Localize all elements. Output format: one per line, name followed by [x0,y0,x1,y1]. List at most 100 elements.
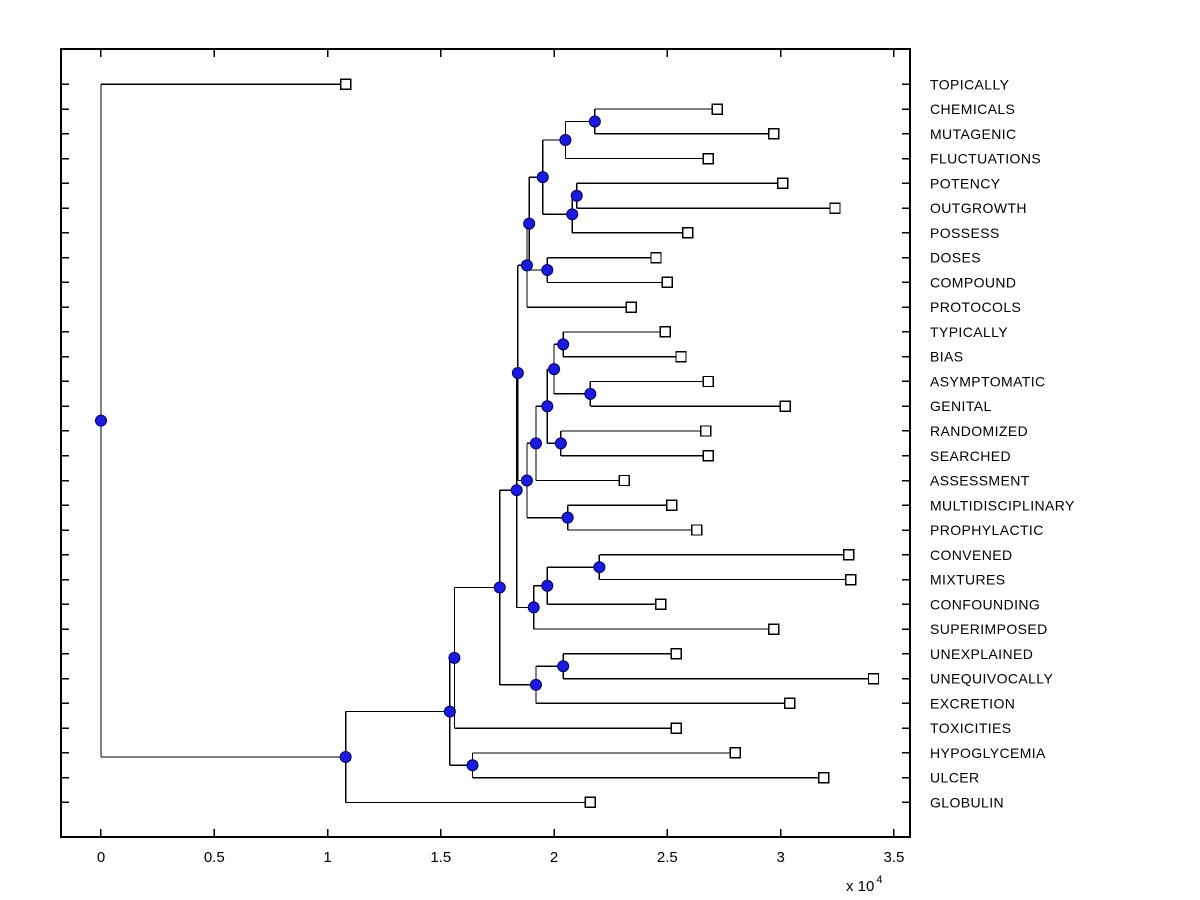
leaf-label: TYPICALLY [930,324,1008,340]
branch-node-marker [94,414,107,427]
branch-node-marker [554,437,567,450]
plot-box [60,48,911,838]
leaf-marker [729,747,742,759]
leaf-label: DOSES [930,250,981,266]
leaf-label: UNEQUIVOCALLY [930,671,1053,687]
leaf-marker [654,598,667,611]
leaf-label: HYPOGLYCEMIA [930,745,1046,761]
branch-node-marker [541,400,554,413]
branch-node-marker [566,208,579,221]
leaf-label: TOPICALLY [930,76,1010,92]
leaf-marker [650,251,662,264]
leaf-label: POSSESS [930,225,1000,241]
branch-node-marker [529,678,542,691]
leaf-marker [675,351,687,363]
branch-node-marker [557,338,570,351]
branch-node-marker [541,579,554,592]
leaf-label: RANDOMIZED [930,423,1028,439]
leaf-marker [842,549,855,561]
leaf-label: COMPOUND [930,274,1016,290]
x-tick-label: 2.5 [657,849,678,866]
leaf-label: EXCRETION [930,695,1015,711]
leaf-label: PROPHYLACTIC [930,522,1044,538]
x-tick-label: 1.5 [430,849,451,866]
leaf-label: OUTGROWTH [930,200,1027,216]
leaf-marker [339,78,352,91]
leaf-marker [768,128,780,140]
leaf-label: CONFOUNDING [930,596,1040,612]
leaf-marker [702,152,714,165]
branch-node-marker [541,264,554,277]
leaf-marker [779,400,791,412]
leaf-label: POTENCY [930,175,1001,191]
branch-node-marker [466,759,479,772]
leaf-marker [670,648,683,660]
leaf-label: MULTIDISCIPLINARY [930,497,1075,513]
leaf-label: BIAS [930,349,964,365]
leaf-marker [584,796,597,809]
leaf-marker [768,623,780,635]
leaf-label: MIXTURES [930,572,1006,588]
leaf-marker [702,450,714,462]
leaf-label: GENITAL [930,398,992,414]
branch-node-marker [588,115,601,128]
leaf-marker [702,375,714,388]
branch-node-marker [520,259,533,272]
leaf-label: CHEMICALS [930,101,1015,117]
leaf-label: GLOBULIN [930,794,1004,810]
x-tick-label: 0 [97,849,105,866]
x-tick-label: 0.5 [204,849,225,866]
axis-multiplier-label: x 10 4 [846,874,882,895]
leaf-label: ULCER [930,770,979,786]
branch-node-marker [523,217,536,230]
x-tick-label: 3 [776,849,784,866]
branch-node-marker [527,601,540,614]
leaf-marker [829,202,841,214]
leaf-label: MUTAGENIC [930,126,1017,142]
branch-node-marker [529,437,542,450]
leaf-label: FLUCTUATIONS [930,151,1041,167]
branch-node-marker [493,581,506,594]
leaf-marker [784,697,796,710]
leaf-marker [711,103,723,115]
branch-node-marker [339,751,352,764]
leaf-marker [625,301,637,313]
leaf-marker [682,227,694,239]
branch-node-marker [511,366,524,379]
leaf-label: CONVENED [930,547,1013,563]
branch-node-marker [561,511,574,524]
branch-node-marker [443,705,456,718]
branch-node-marker [584,387,597,400]
branch-node-marker [559,134,572,147]
leaf-marker [691,524,703,536]
leaf-marker [670,722,683,734]
leaf-marker [845,573,857,586]
branch-node-marker [557,660,570,673]
leaf-label: SEARCHED [930,448,1011,464]
x-tick-label: 1 [323,849,331,866]
leaf-marker [661,276,674,289]
leaf-marker [666,499,678,511]
leaf-label: ASSESSMENT [930,473,1030,489]
leaf-label: PROTOCOLS [930,299,1021,315]
branch-node-marker [536,171,549,184]
branch-node-marker [510,484,523,497]
leaf-marker [700,425,712,437]
leaf-marker [659,326,671,338]
branch-node-marker [593,561,606,574]
branch-node-marker [448,651,461,664]
branch-node-marker [570,189,583,202]
leaf-label: UNEXPLAINED [930,646,1033,662]
leaf-marker [618,474,631,487]
branch-node-marker [548,363,561,376]
leaf-label: TOXICITIES [930,720,1012,736]
x-tick-label: 3.5 [883,849,904,866]
leaf-marker [777,177,789,190]
branch-node-marker [520,474,533,487]
leaf-marker [817,771,830,784]
leaf-label: ASYMPTOMATIC [930,373,1046,389]
x-tick-label: 2 [550,849,558,866]
leaf-label: SUPERIMPOSED [930,621,1048,637]
